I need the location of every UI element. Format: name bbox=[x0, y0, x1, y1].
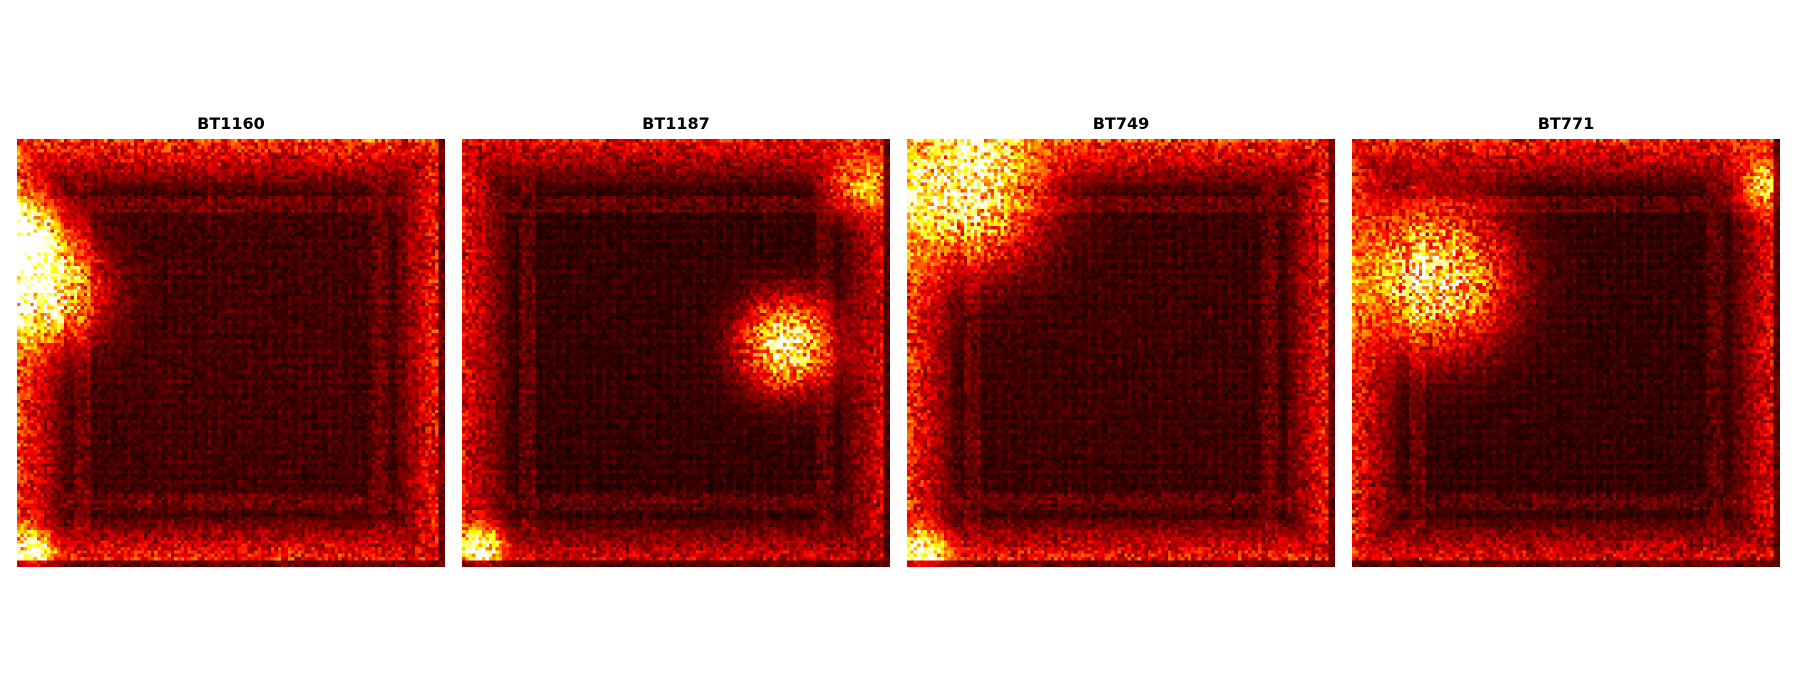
heatmap-panel-bt771: BT771 bbox=[1352, 112, 1780, 573]
heatmap-panel-bt1160: BT1160 bbox=[17, 112, 445, 573]
panel-title: BT771 bbox=[1537, 114, 1595, 133]
panel-title: BT1160 bbox=[197, 114, 265, 133]
heatmap-panel-bt1187: BT1187 bbox=[462, 112, 890, 573]
heatmap-panel-bt749: BT749 bbox=[907, 112, 1335, 573]
heatmap-image bbox=[907, 139, 1335, 567]
panel-title: BT749 bbox=[1092, 114, 1150, 133]
heatmap-image bbox=[17, 139, 445, 567]
panel-title: BT1187 bbox=[642, 114, 710, 133]
heatmap-image bbox=[1352, 139, 1780, 567]
heatmap-image bbox=[462, 139, 890, 567]
